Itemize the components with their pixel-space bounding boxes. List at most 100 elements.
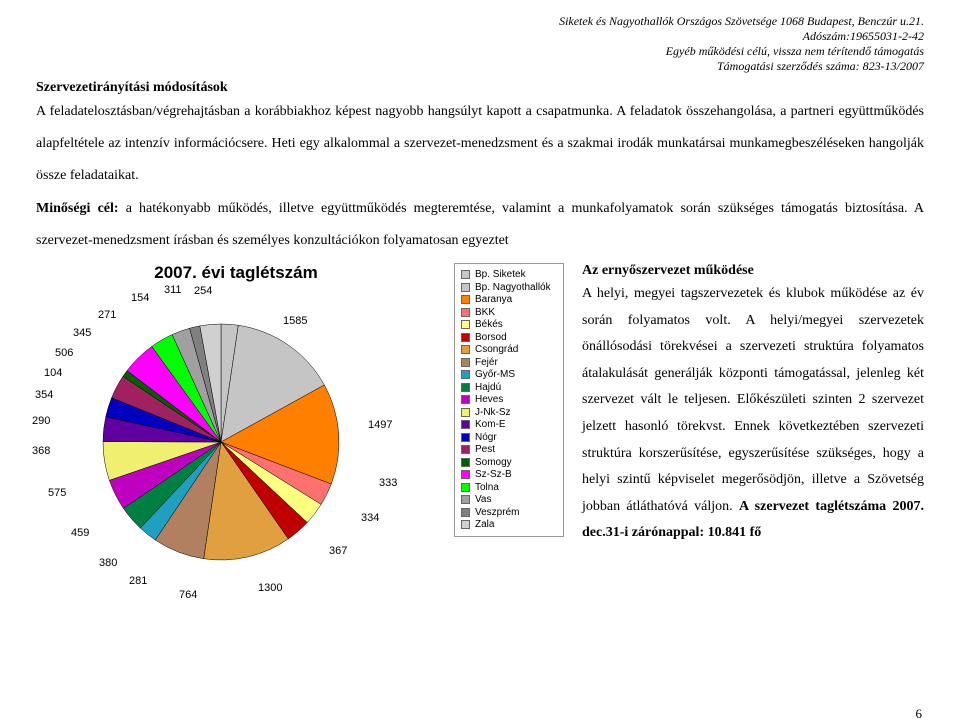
slice-label: 368 [32, 445, 50, 457]
legend-item: Csongrád [461, 344, 557, 355]
legend-label: Győr-MS [475, 369, 515, 380]
slice-label: 281 [129, 575, 147, 587]
slice-label: 271 [98, 309, 116, 321]
slice-label: 575 [48, 487, 66, 499]
paragraph-1: A feladatelosztásban/végrehajtásban a ko… [36, 96, 924, 193]
legend-label: Baranya [475, 294, 512, 305]
chart-legend: Bp. Siketek Bp. NagyothallókBaranya BKKBék… [454, 263, 564, 537]
para2-lead: Minőségi cél: [36, 201, 119, 216]
legend-swatch [461, 383, 470, 392]
right-subtitle: Az ernyőszervezet működése [582, 263, 924, 279]
page-number: 6 [916, 706, 923, 722]
legend-item: Somogy [461, 457, 557, 468]
legend-swatch [461, 395, 470, 404]
legend-item: Bp. Nagyothallók [461, 282, 557, 293]
legend-item: Borsod [461, 332, 557, 343]
legend-item: Kom-E [461, 419, 557, 430]
legend-item: Győr-MS [461, 369, 557, 380]
legend-label: Borsod [475, 332, 507, 343]
legend-label: Csongrád [475, 344, 518, 355]
legend-item: Sz-Sz-B [461, 469, 557, 480]
legend-swatch [461, 420, 470, 429]
right-body: A helyi, megyei tagszervezetek és klubok… [582, 286, 924, 514]
legend-item: Bp. Siketek [461, 269, 557, 280]
legend-label: Vas [475, 494, 492, 505]
legend-item: J-Nk-Sz [461, 407, 557, 418]
legend-swatch [461, 345, 470, 354]
legend-item: BKK [461, 307, 557, 318]
chart-title: 2007. évi taglétszám [36, 263, 436, 283]
legend-label: Bp. Nagyothallók [475, 282, 551, 293]
legend-swatch [461, 370, 470, 379]
legend-swatch [461, 433, 470, 442]
legend-swatch [461, 495, 470, 504]
legend-label: Nógr [475, 432, 497, 443]
slice-label: 290 [32, 415, 50, 427]
document-header: Siketek és Nagyothallók Országos Szövets… [36, 14, 924, 74]
slice-label: 334 [361, 512, 379, 524]
header-line: Támogatási szerződés száma: 823-13/2007 [36, 59, 924, 74]
slice-label: 459 [71, 527, 89, 539]
legend-item: Pest [461, 444, 557, 455]
legend-swatch [461, 283, 470, 292]
legend-label: J-Nk-Sz [475, 407, 511, 418]
legend-label: Békés [475, 319, 503, 330]
legend-label: Hajdú [475, 382, 501, 393]
slice-label: 367 [329, 545, 347, 557]
chart-and-text-row: 2007. évi taglétszám 254 1585 1497 333 334 36… [36, 263, 924, 597]
right-paragraph: A helyi, megyei tagszervezetek és klubok… [582, 281, 924, 547]
legend-label: Sz-Sz-B [475, 469, 512, 480]
pie-chart: 2007. évi taglétszám 254 1585 1497 333 334 36… [36, 263, 436, 597]
legend-item: Nógr [461, 432, 557, 443]
legend-item: Hajdú [461, 382, 557, 393]
header-line: Egyéb működési célú, vissza nem térítend… [36, 44, 924, 59]
legend-label: Zala [475, 519, 494, 530]
legend-label: Heves [475, 394, 503, 405]
slice-label: 1585 [283, 315, 307, 327]
legend-label: Bp. Siketek [475, 269, 526, 280]
slice-label: 311 [164, 284, 182, 296]
legend-item: Heves [461, 394, 557, 405]
slice-label: 506 [55, 347, 73, 359]
slice-label: 154 [131, 292, 149, 304]
legend-label: Kom-E [475, 419, 506, 430]
slice-label: 764 [179, 589, 197, 601]
legend-swatch [461, 445, 470, 454]
slice-label: 380 [99, 557, 117, 569]
legend-swatch [461, 470, 470, 479]
section-title: Szervezetirányítási módosítások [36, 80, 924, 96]
legend-swatch [461, 270, 470, 279]
legend-swatch [461, 520, 470, 529]
legend-label: Pest [475, 444, 495, 455]
slice-label: 333 [379, 477, 397, 489]
legend-item: Zala [461, 519, 557, 530]
legend-swatch [461, 358, 470, 367]
legend-label: Fejér [475, 357, 498, 368]
right-column-text: Az ernyőszervezet működése A helyi, megy… [582, 263, 924, 597]
slice-label: 1300 [258, 582, 282, 594]
paragraph-2: Minőségi cél: a hatékonyabb működés, ill… [36, 193, 924, 257]
legend-swatch [461, 333, 470, 342]
legend-swatch [461, 508, 470, 517]
legend-item: Fejér [461, 357, 557, 368]
slice-label: 104 [44, 367, 62, 379]
slice-label: 1497 [368, 419, 392, 431]
legend-swatch [461, 308, 470, 317]
header-line: Siketek és Nagyothallók Országos Szövets… [36, 14, 924, 29]
legend-swatch [461, 458, 470, 467]
para2-body: a hatékonyabb működés, illetve együttműk… [36, 201, 924, 248]
legend-label: Tolna [475, 482, 499, 493]
legend-swatch [461, 320, 470, 329]
legend-item: Tolna [461, 482, 557, 493]
legend-swatch [461, 295, 470, 304]
slice-label: 254 [194, 285, 212, 297]
slice-label: 354 [35, 389, 53, 401]
legend-item: Veszprém [461, 507, 557, 518]
slice-label: 345 [73, 327, 91, 339]
legend-swatch [461, 483, 470, 492]
legend-swatch [461, 408, 470, 417]
header-line: Adószám:19655031-2-42 [36, 29, 924, 44]
legend-label: BKK [475, 307, 495, 318]
legend-item: Vas [461, 494, 557, 505]
legend-item: Baranya [461, 294, 557, 305]
